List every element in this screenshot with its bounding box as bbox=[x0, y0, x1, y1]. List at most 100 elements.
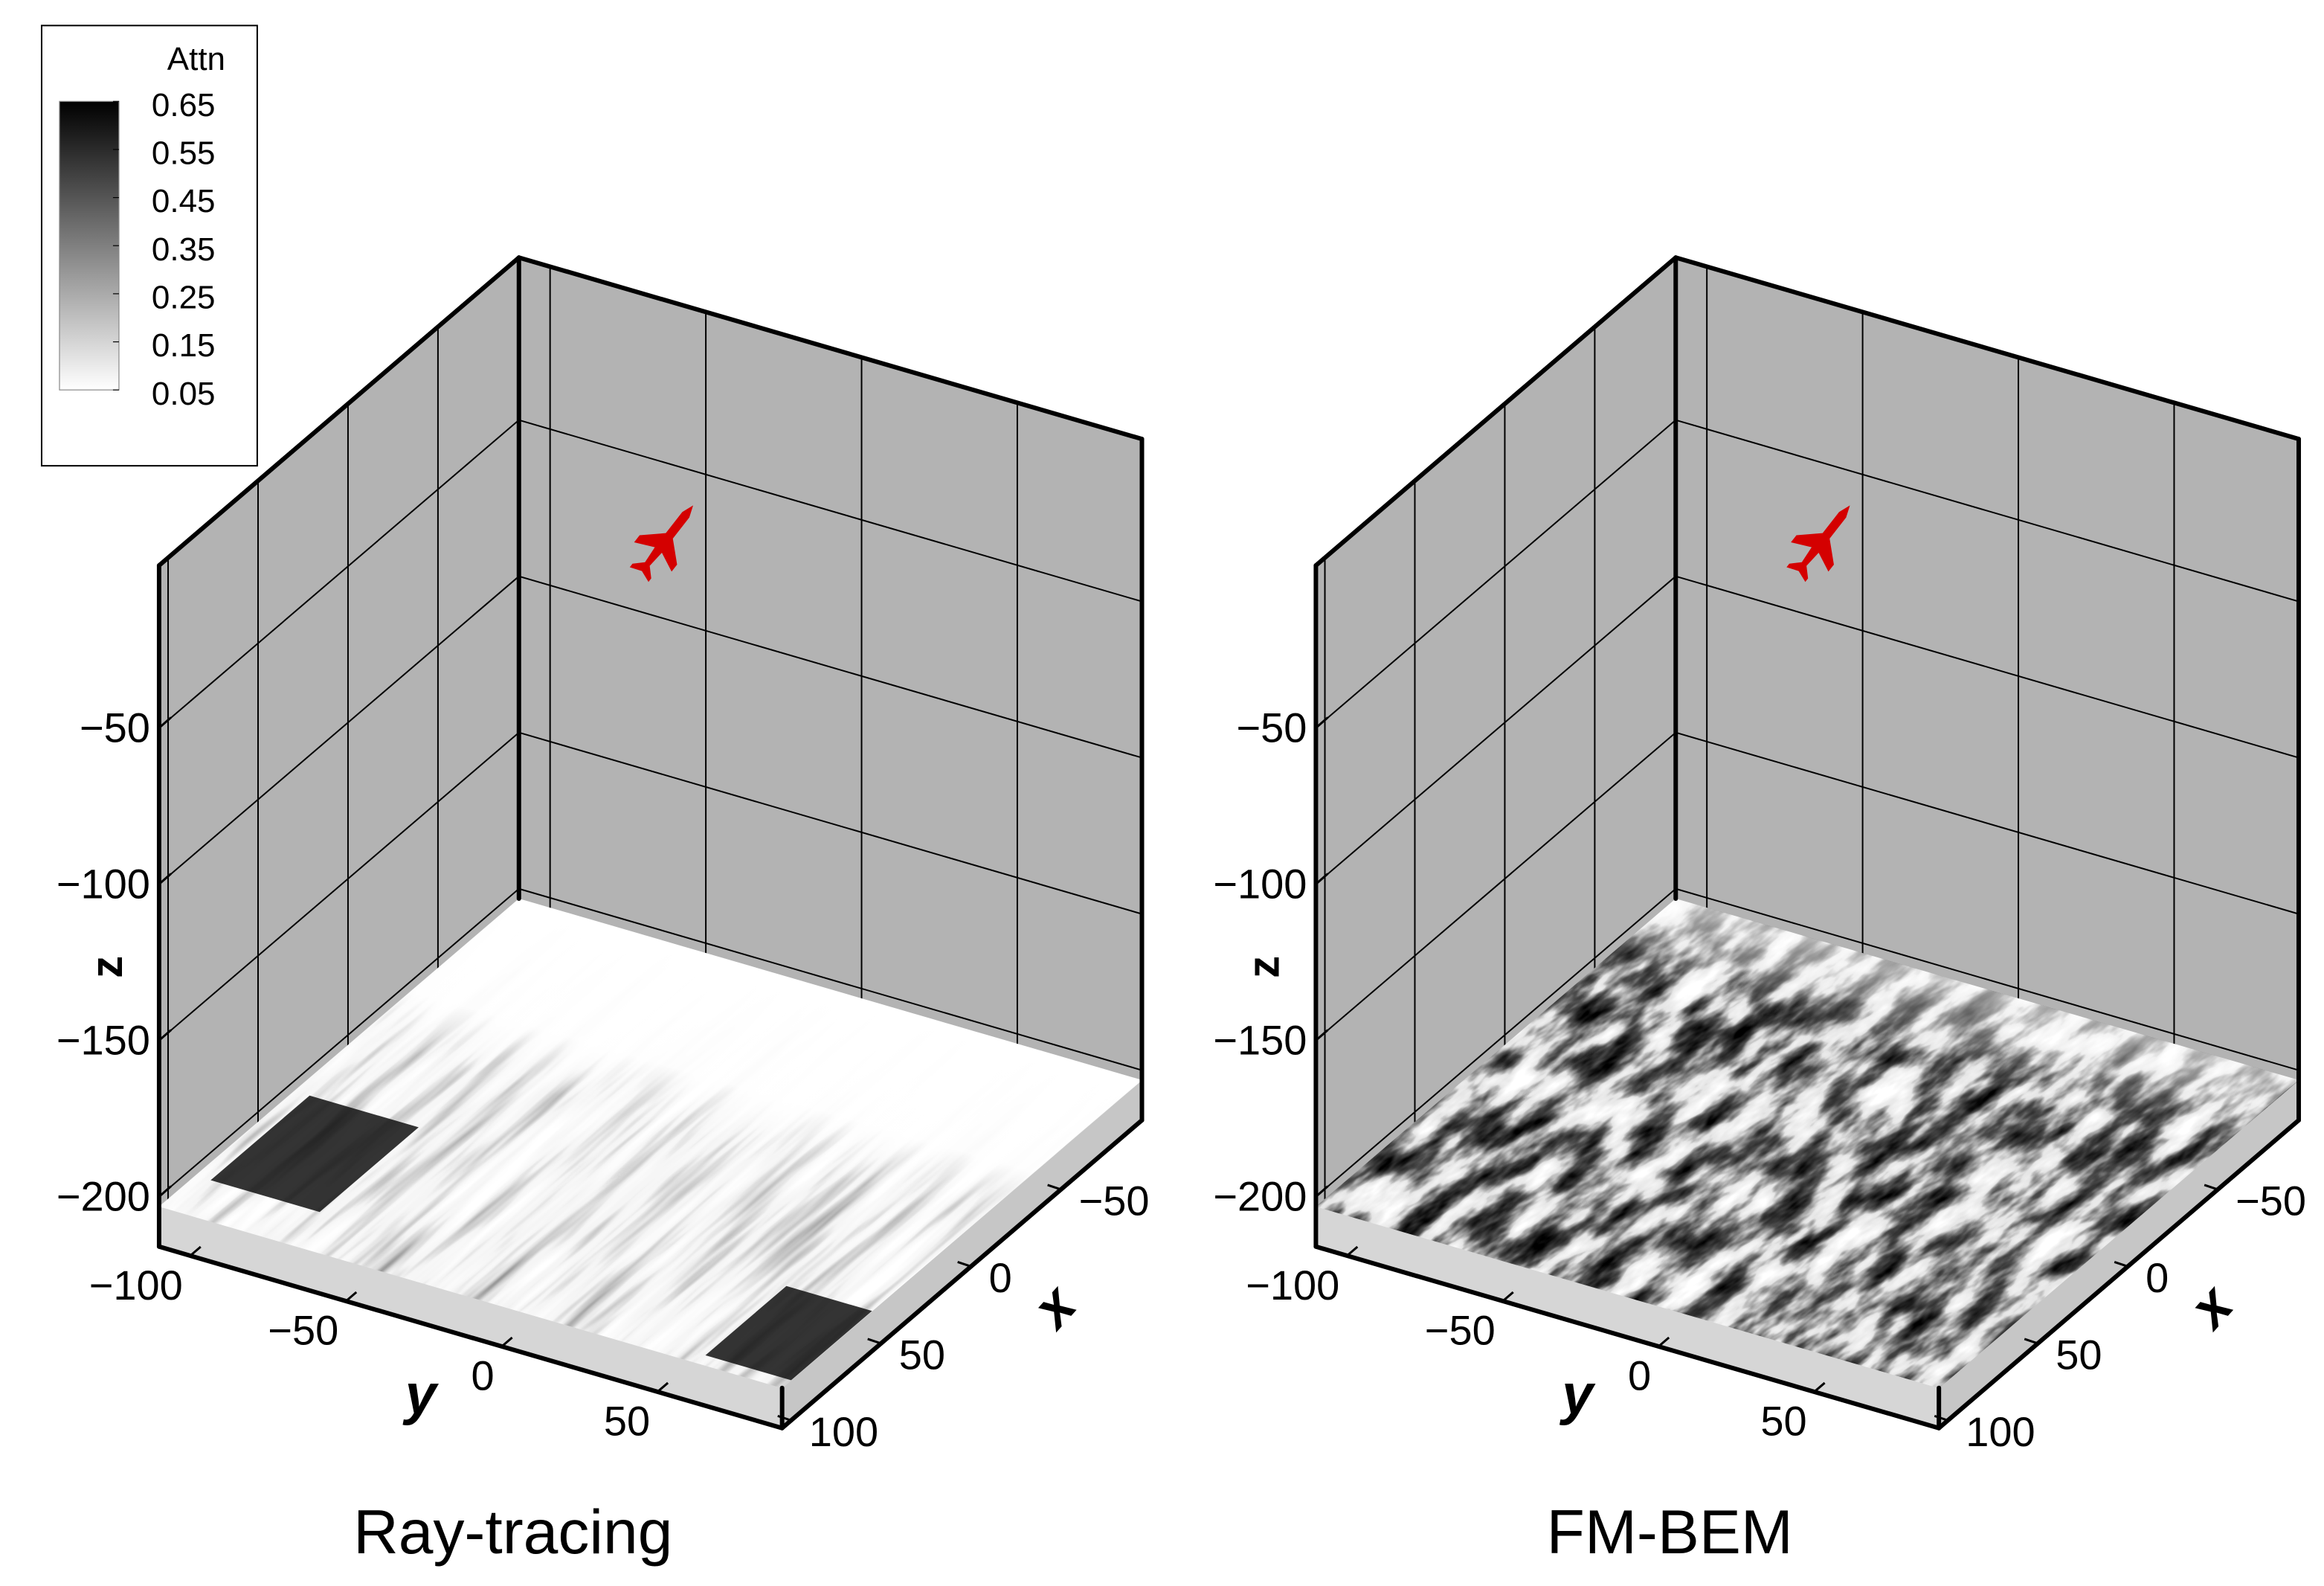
tick-mark bbox=[345, 1291, 358, 1303]
box-edge bbox=[1937, 1117, 2302, 1431]
tick-mark bbox=[1315, 1185, 1329, 1198]
tick-mark bbox=[158, 1185, 172, 1198]
aircraft bbox=[1786, 505, 1850, 582]
box-edge bbox=[156, 1244, 785, 1431]
x-tick-label: −50 bbox=[1079, 1178, 1150, 1224]
x-tick-label: −50 bbox=[2236, 1178, 2306, 1224]
tick-mark bbox=[657, 1381, 669, 1393]
box-edge bbox=[779, 1117, 1145, 1431]
tick-mark bbox=[2114, 1261, 2128, 1268]
z-tick-label: −50 bbox=[80, 704, 150, 751]
colorbar-tick-label: 0.65 bbox=[152, 87, 216, 123]
tick-mark bbox=[867, 1338, 882, 1345]
y-tick-label: 50 bbox=[1760, 1398, 1806, 1445]
z-tick-label: −50 bbox=[1236, 704, 1307, 751]
y-tick-label: −100 bbox=[89, 1262, 183, 1309]
tick-mark bbox=[158, 1029, 172, 1041]
tick-mark bbox=[1658, 1336, 1670, 1348]
attenuation-surface bbox=[1316, 898, 2299, 1388]
tick-mark bbox=[189, 1245, 202, 1257]
x-axis-label: x bbox=[2175, 1272, 2247, 1341]
y-tick-label: −100 bbox=[1246, 1262, 1339, 1309]
grid-line bbox=[1675, 731, 2299, 915]
surface-shade bbox=[705, 1285, 872, 1381]
tick-mark bbox=[500, 1336, 513, 1348]
box-edge bbox=[1313, 1244, 1942, 1431]
colorbar bbox=[59, 100, 120, 391]
grid-line bbox=[1315, 731, 1676, 1041]
x-tick-label: 50 bbox=[899, 1332, 945, 1378]
z-tick-label: −200 bbox=[57, 1172, 150, 1219]
box-edge bbox=[156, 255, 521, 568]
panel: −50 −100 −150 −200 −100 −50 0 50 −50 0 50 100 z y x FM-… bbox=[1213, 255, 2306, 1567]
grid-line bbox=[518, 419, 1142, 603]
tick-mark bbox=[1346, 1245, 1359, 1257]
grid-line bbox=[1315, 887, 1676, 1198]
y-tick-label: 50 bbox=[604, 1398, 650, 1445]
y-tick-label: −50 bbox=[1425, 1307, 1496, 1354]
colorbar-tick-label: 0.25 bbox=[152, 280, 216, 316]
box-edge bbox=[1673, 255, 2302, 442]
surface-shade bbox=[1316, 898, 2299, 1388]
y-tick-label: 0 bbox=[471, 1352, 495, 1399]
panel-title: Ray-tracing bbox=[353, 1497, 672, 1567]
z-axis-label: z bbox=[1238, 956, 1288, 978]
tick-mark bbox=[2204, 1184, 2218, 1191]
x-tick-label: 0 bbox=[2146, 1254, 2169, 1301]
z-axis-label: z bbox=[82, 956, 132, 978]
x-axis-label: x bbox=[1018, 1272, 1089, 1341]
grid-line bbox=[1675, 575, 2299, 759]
colorbar-tick-label: 0.55 bbox=[152, 135, 216, 172]
tick-mark bbox=[1934, 1414, 1948, 1422]
tick-mark bbox=[158, 716, 172, 729]
grid-line bbox=[518, 731, 1142, 915]
x-tick-label: 50 bbox=[2056, 1332, 2102, 1378]
z-tick-label: −100 bbox=[57, 860, 150, 907]
grid-line bbox=[1675, 887, 2299, 1071]
tick-mark bbox=[1315, 873, 1329, 885]
tick-mark bbox=[1315, 1029, 1329, 1041]
legend-title: Attn bbox=[167, 41, 225, 77]
panel-title: FM-BEM bbox=[1547, 1497, 1793, 1567]
box-edge bbox=[1313, 255, 1678, 568]
x-tick-label: 100 bbox=[809, 1408, 878, 1455]
floor-side bbox=[1316, 1206, 1940, 1428]
grid-line bbox=[158, 575, 520, 885]
tick-mark bbox=[777, 1414, 792, 1422]
grid-line bbox=[158, 731, 520, 1041]
colorbar-tick-label: 0.35 bbox=[152, 231, 216, 268]
aircraft bbox=[629, 505, 694, 582]
back-wall bbox=[518, 257, 1142, 1120]
x-tick-label: 0 bbox=[989, 1254, 1012, 1301]
attenuation-surface bbox=[158, 898, 1142, 1388]
tick-mark bbox=[1047, 1184, 1062, 1191]
tick-mark bbox=[1501, 1291, 1514, 1303]
tick-mark bbox=[158, 873, 172, 885]
y-tick-label: −50 bbox=[268, 1307, 338, 1354]
back-wall bbox=[1676, 257, 2299, 1120]
grid-line bbox=[158, 887, 520, 1198]
z-tick-label: −150 bbox=[57, 1016, 150, 1063]
box-edge bbox=[516, 255, 1145, 442]
x-tick-label: 100 bbox=[1966, 1408, 2035, 1455]
y-axis-label: y bbox=[1559, 1363, 1596, 1426]
grid-line bbox=[518, 887, 1142, 1071]
grid-line bbox=[1675, 419, 2299, 603]
floor-side bbox=[158, 1206, 782, 1428]
tick-mark bbox=[2024, 1338, 2038, 1345]
colorbar-tick-label: 0.45 bbox=[152, 183, 216, 219]
z-tick-label: −150 bbox=[1213, 1016, 1307, 1063]
tick-mark bbox=[1813, 1381, 1826, 1393]
tick-mark bbox=[957, 1261, 972, 1268]
grid-line bbox=[1315, 575, 1676, 885]
z-tick-label: −100 bbox=[1213, 860, 1307, 907]
tick-mark bbox=[1315, 716, 1329, 729]
y-axis-label: y bbox=[402, 1363, 440, 1426]
z-tick-label: −200 bbox=[1213, 1172, 1307, 1219]
panel: −50 −100 −150 −200 −100 −50 0 50 −50 0 50 100 z y x Ray… bbox=[57, 255, 1150, 1567]
grid-line bbox=[518, 575, 1142, 759]
surface-shade bbox=[210, 1095, 419, 1213]
y-tick-label: 0 bbox=[1628, 1352, 1651, 1399]
